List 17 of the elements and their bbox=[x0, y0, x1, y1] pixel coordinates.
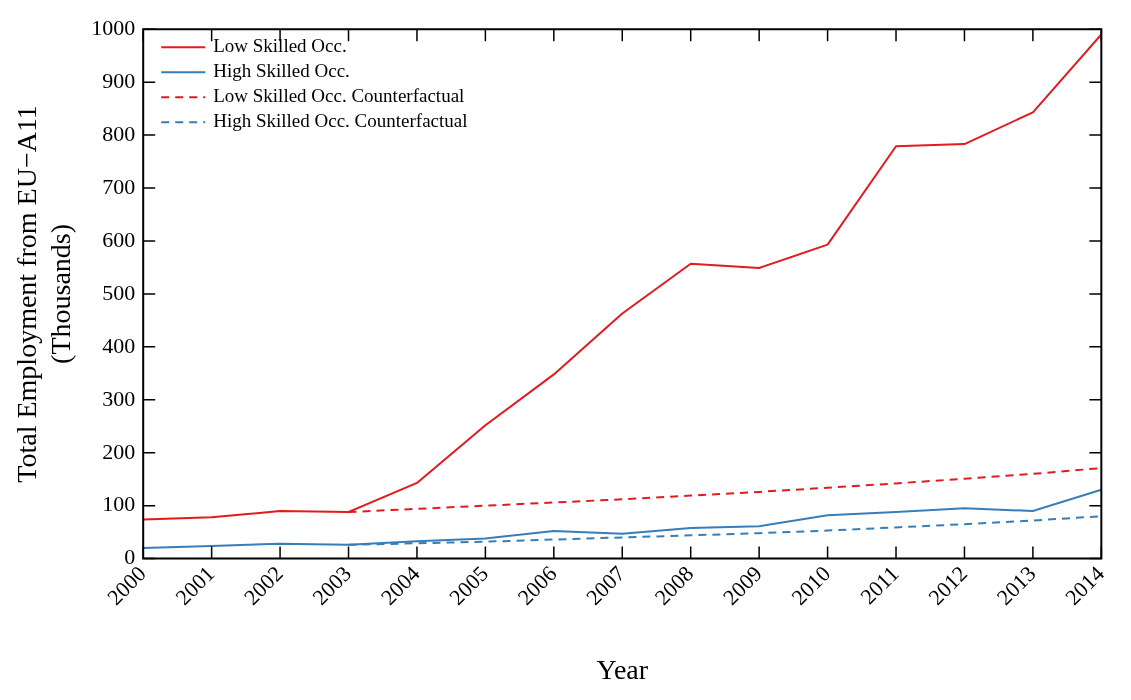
y-tick-label: 200 bbox=[102, 438, 136, 464]
x-tick-label: 2011 bbox=[855, 560, 904, 610]
y-tick-label: 1000 bbox=[91, 14, 136, 40]
y-tick-label: 500 bbox=[102, 279, 136, 305]
legend-label: High Skilled Occ. Counterfactual bbox=[213, 110, 468, 132]
y-tick-label: 400 bbox=[102, 332, 136, 358]
y-tick-label: 100 bbox=[102, 491, 136, 517]
y-tick-label: 700 bbox=[102, 173, 136, 199]
y-tick-label: 300 bbox=[102, 385, 136, 411]
y-axis-title: Total Employment from EU−A11 (Thousands) bbox=[11, 105, 76, 483]
text: Low Skilled Occ. bbox=[213, 35, 347, 57]
y-tick-label: 900 bbox=[102, 67, 136, 93]
legend-label: High Skilled Occ. bbox=[213, 60, 350, 82]
y-tick-label: 800 bbox=[102, 120, 136, 146]
legend-label: Low Skilled Occ. Counterfactual bbox=[213, 85, 465, 107]
y-tick-label: 600 bbox=[102, 226, 136, 252]
x-axis-title: Year bbox=[596, 653, 649, 685]
